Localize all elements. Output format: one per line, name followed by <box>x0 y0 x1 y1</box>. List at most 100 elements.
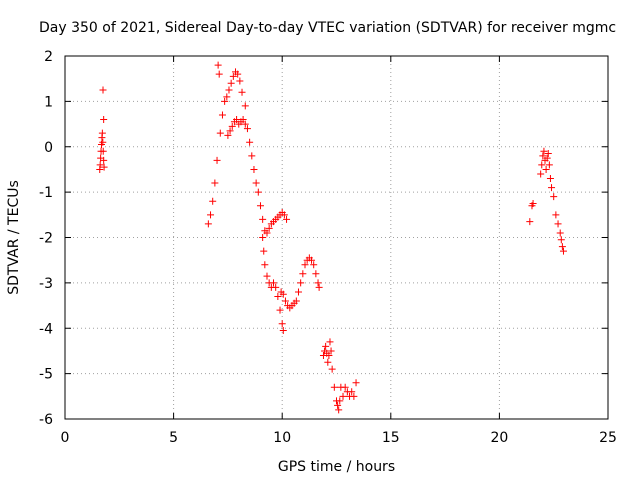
y-tick-label: -5 <box>39 367 53 383</box>
data-point <box>227 79 235 87</box>
data-point <box>261 261 269 269</box>
y-axis: -6 -5 -4 -3 -2 -1 0 1 2 <box>39 49 608 428</box>
data-point <box>252 179 260 187</box>
data-point <box>226 127 234 135</box>
data-point <box>558 243 566 251</box>
data-point <box>324 358 332 366</box>
data-point <box>559 247 567 255</box>
data-point <box>238 88 246 96</box>
data-point <box>223 93 231 101</box>
data-point <box>327 347 335 355</box>
data-point <box>274 292 282 300</box>
data-point <box>96 161 104 169</box>
data-point <box>339 392 347 400</box>
data-point <box>209 197 217 205</box>
y-tick-label: -4 <box>39 321 53 337</box>
data-point <box>216 129 224 137</box>
data-point <box>542 165 550 173</box>
data-point <box>301 261 309 269</box>
data-point <box>218 111 226 119</box>
data-point <box>98 129 106 137</box>
data-point <box>283 215 291 223</box>
data-point <box>537 170 545 178</box>
data-point <box>550 193 558 201</box>
data-point <box>279 290 287 298</box>
data-point <box>335 406 343 414</box>
data-point <box>546 175 554 183</box>
data-point <box>246 138 254 146</box>
data-point <box>224 131 232 139</box>
data-point <box>297 279 305 287</box>
data-point <box>352 379 360 387</box>
data-point <box>299 270 307 278</box>
data-point <box>256 202 264 210</box>
data-point <box>221 97 229 105</box>
x-tick-label: 0 <box>61 430 70 446</box>
data-point <box>540 147 548 155</box>
y-axis-label: SDTVAR / TECUs <box>6 180 22 295</box>
x-axis-label: GPS time / hours <box>278 459 395 475</box>
data-point <box>265 224 273 232</box>
data-point <box>211 179 219 187</box>
data-point <box>556 229 564 237</box>
data-point <box>348 388 356 396</box>
data-point <box>272 283 280 291</box>
x-axis: 0 5 10 15 20 25 <box>61 56 617 446</box>
data-point <box>100 163 108 171</box>
data-point <box>312 270 320 278</box>
x-tick-label: 25 <box>599 430 617 446</box>
data-point <box>330 383 338 391</box>
data-point <box>100 156 108 164</box>
data-point <box>315 283 323 291</box>
x-tick-label: 10 <box>273 430 291 446</box>
x-tick-label: 15 <box>382 430 400 446</box>
data-point <box>292 297 300 305</box>
data-point <box>263 272 271 280</box>
data-point <box>213 156 221 164</box>
data-point <box>99 86 107 94</box>
data-point <box>326 338 334 346</box>
data-point <box>539 152 547 160</box>
data-point <box>341 383 349 391</box>
y-tick-label: 1 <box>44 94 53 110</box>
y-tick-label: -1 <box>39 185 53 201</box>
data-point <box>278 320 286 328</box>
data-point <box>229 72 237 80</box>
data-point <box>281 297 289 305</box>
plot-frame <box>64 55 609 420</box>
data-point <box>214 61 222 69</box>
x-tick-label: 20 <box>490 430 508 446</box>
y-tick-label: -2 <box>39 231 53 247</box>
data-point <box>254 188 262 196</box>
data-point <box>207 211 215 219</box>
data-point <box>259 234 267 241</box>
data-point <box>543 154 551 162</box>
chart-title: Day 350 of 2021, Sidereal Day-to-day VTE… <box>39 20 616 36</box>
data-point <box>260 247 268 255</box>
data-point <box>325 351 333 359</box>
data-point <box>328 365 336 373</box>
data-point <box>310 261 318 269</box>
data-point <box>236 77 244 85</box>
data-point <box>526 218 534 226</box>
data-point <box>314 279 322 287</box>
grid-lines <box>65 56 608 419</box>
data-point <box>243 125 251 133</box>
data-point <box>557 236 565 244</box>
data-point <box>276 306 284 314</box>
data-point <box>99 147 107 155</box>
data-point <box>538 161 546 169</box>
data-point <box>308 256 316 264</box>
y-tick-label: -6 <box>39 412 53 428</box>
data-point <box>279 327 287 335</box>
data-point <box>552 211 560 219</box>
data-point <box>529 199 537 207</box>
data-point <box>350 392 358 400</box>
data-point <box>334 401 342 409</box>
data-point <box>548 184 556 192</box>
data-point <box>204 220 212 228</box>
data-point <box>280 211 288 219</box>
data-point <box>544 150 552 158</box>
data-series-sdtvar <box>96 61 567 414</box>
